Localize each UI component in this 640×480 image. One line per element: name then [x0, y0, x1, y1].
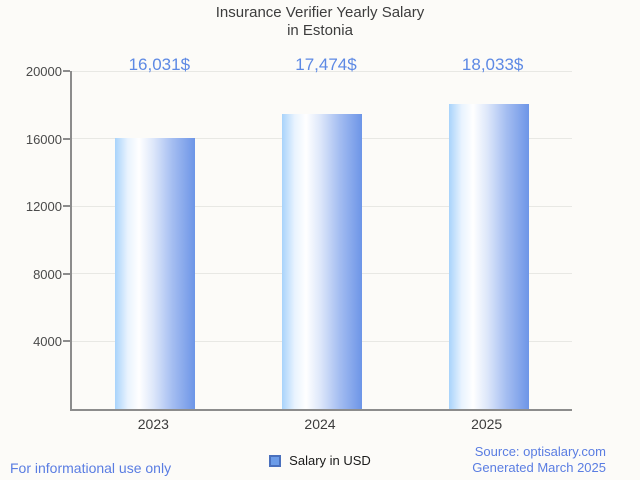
- value-label-2024: 17,474$: [295, 55, 357, 74]
- source-block: Source: optisalary.com Generated March 2…: [472, 444, 606, 476]
- y-axis-tick-4000: [63, 340, 70, 343]
- legend-square-swatch-icon: [269, 454, 282, 467]
- x-axis-label-2024: 2024: [304, 416, 336, 432]
- disclaimer-text: For informational use only: [10, 460, 172, 476]
- gridline-20000: [72, 70, 572, 72]
- source-link[interactable]: Source: optisalary.com: [474, 444, 606, 459]
- y-axis-label-12000: 12000: [25, 199, 62, 215]
- y-axis-label-16000: 16000: [25, 131, 62, 147]
- x-axis-label-2023: 2023: [137, 416, 169, 432]
- value-label-2025: 18,033$: [461, 55, 524, 74]
- legend[interactable]: Salary in USD: [0, 453, 640, 468]
- chart-title: Insurance Verifier Yearly Salary in Eston…: [0, 4, 640, 40]
- bar-2023[interactable]: [115, 138, 196, 409]
- generated-text: Generated March 2025: [472, 460, 606, 475]
- y-axis-tick-8000: [63, 272, 70, 275]
- legend-label: Salary in USD: [289, 453, 371, 468]
- y-axis-label-8000: 8000: [33, 266, 62, 282]
- x-axis-label-2025: 2025: [471, 416, 503, 432]
- y-axis-label-4000: 4000: [33, 334, 62, 350]
- bar-2024[interactable]: [282, 113, 362, 409]
- y-axis-label-20000: 20000: [25, 64, 62, 79]
- bar-2025[interactable]: [448, 104, 529, 409]
- y-axis-tick-20000: [63, 70, 70, 72]
- plot-area: [70, 70, 572, 411]
- value-label-2023: 16,031$: [128, 55, 191, 74]
- chart-title-line-1: Insurance Verifier Yearly Salary: [215, 4, 425, 21]
- y-axis-tick-12000: [63, 205, 70, 208]
- y-axis-tick-16000: [63, 137, 70, 140]
- chart-title-line-2: in Estonia: [287, 22, 353, 39]
